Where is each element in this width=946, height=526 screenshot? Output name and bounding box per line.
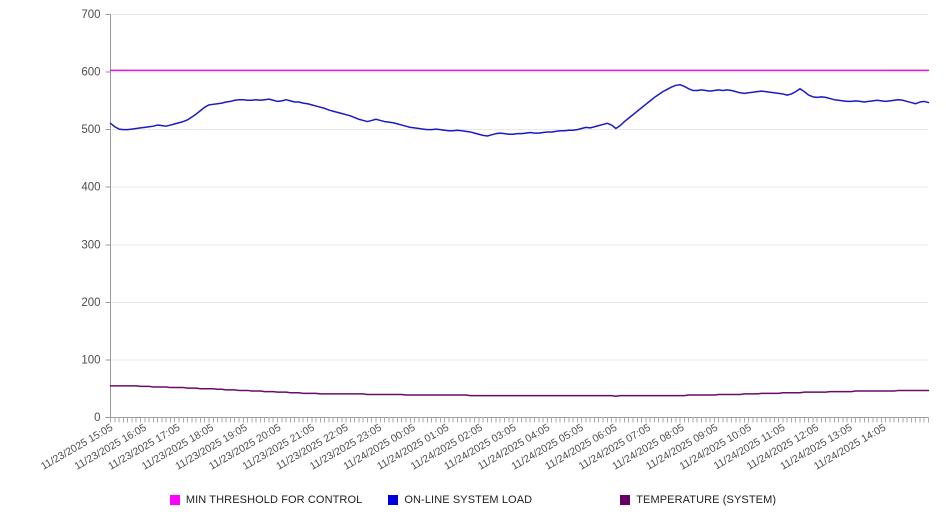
legend-item-on-line-system-load[interactable]: ON-LINE SYSTEM LOAD [388,494,532,506]
legend-swatch-min-threshold-for-control [169,495,180,505]
legend-label-temperature-system: TEMPERATURE (SYSTEM) [636,494,777,506]
gridlines [110,14,929,361]
y-tick-label: 100 [81,354,100,366]
data-series [109,69,930,397]
axis-lines [105,14,929,418]
series-line-temperature-system [109,385,930,397]
legend-label-min-threshold-for-control: MIN THRESHOLD FOR CONTROL [185,494,363,506]
y-tick-label: 600 [81,67,100,79]
y-tick-label: 400 [81,182,100,194]
y-axis-tick-labels: 0 100 200 300 400 500 600 700 [81,9,100,424]
legend-swatch-temperature-system [620,495,631,505]
y-tick-label: 700 [81,9,100,21]
legend-label-on-line-system-load: ON-LINE SYSTEM LOAD [404,494,533,506]
y-tick-label: 500 [81,124,100,136]
legend-item-temperature-system[interactable]: TEMPERATURE (SYSTEM) [620,494,776,506]
series-line-on-line-system-load [109,83,930,137]
legend-swatch-on-line-system-load [388,495,399,505]
legend-item-min-threshold-for-control[interactable]: MIN THRESHOLD FOR CONTROL [169,494,363,506]
y-tick-label: 0 [94,412,100,424]
minor-tick-marks [110,417,929,423]
y-tick-label: 300 [81,239,100,251]
y-tick-label: 200 [81,297,100,309]
chart-legend: MIN THRESHOLD FOR CONTROL ON-LINE SYSTEM… [0,494,946,506]
